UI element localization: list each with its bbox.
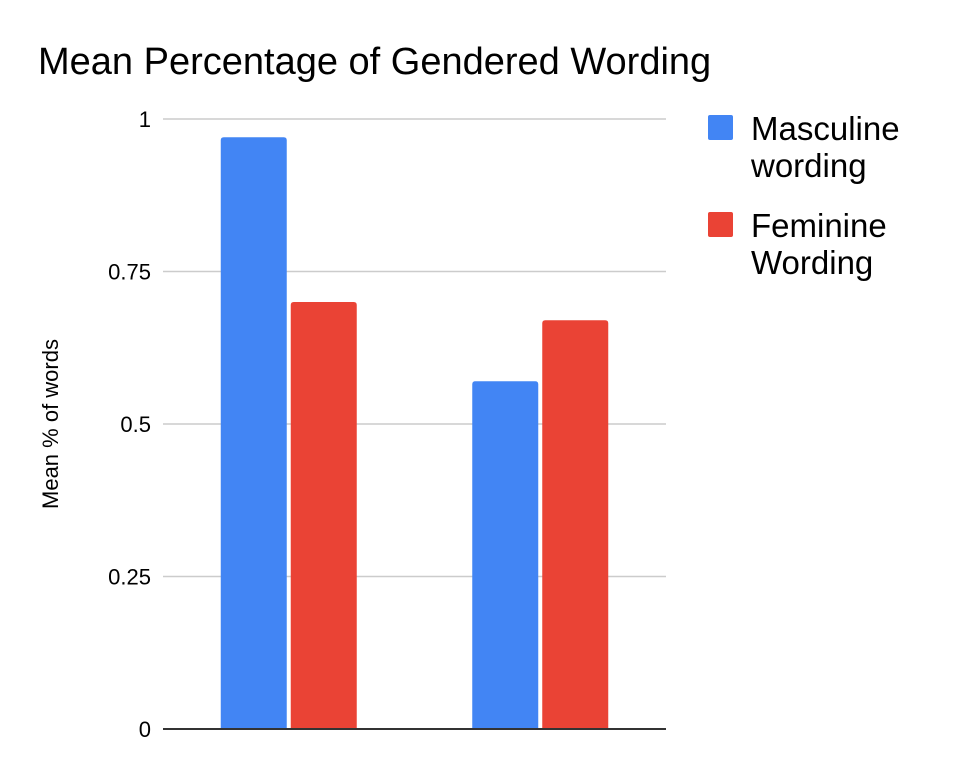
bar-masculine-1 [220,137,287,730]
legend-swatch [708,115,733,140]
y-tick-label: 0.75 [108,260,151,285]
bar-feminine-2 [542,320,609,729]
legend-swatch [708,212,733,237]
legend-label: Masculine wording [750,110,900,184]
y-tick-label: 0.25 [108,565,151,590]
bars [220,137,609,730]
y-axis-label: Mean % of words [38,339,63,509]
chart-title: Mean Percentage of Gendered Wording [38,41,711,83]
y-tick-label: 0.5 [120,412,151,437]
y-axis-ticks: 0 0.25 0.5 0.75 1 [108,107,151,742]
bar-masculine-2 [472,381,539,729]
y-tick-label: 1 [139,107,151,132]
legend: Masculine wording Feminine Wording [708,110,900,281]
legend-label: Feminine Wording [751,207,887,281]
bar-feminine-1 [290,302,357,729]
y-tick-label: 0 [139,717,151,742]
